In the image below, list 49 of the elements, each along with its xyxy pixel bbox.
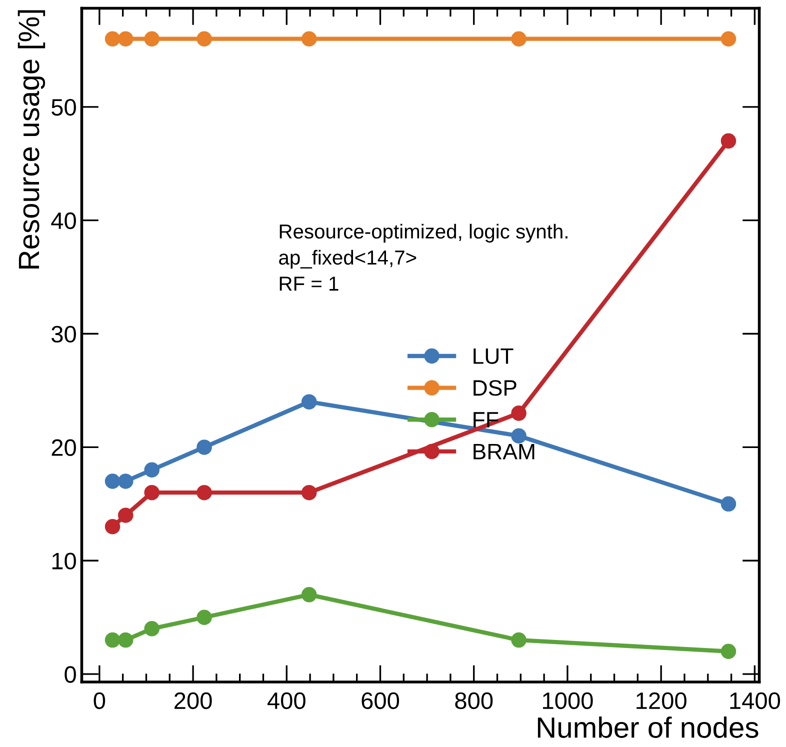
y-tick-label: 30 xyxy=(52,326,76,343)
point xyxy=(196,440,212,455)
y-tick-label: 0 xyxy=(64,666,76,683)
x-tick-label: 800 xyxy=(455,692,493,710)
point xyxy=(118,632,134,648)
y-axis-title: Resource usage [%] xyxy=(18,10,46,268)
point xyxy=(511,428,526,444)
point xyxy=(511,31,526,46)
point xyxy=(720,133,736,149)
point xyxy=(144,484,160,500)
legend-label: DSP xyxy=(474,380,516,396)
point xyxy=(104,632,120,648)
point xyxy=(301,394,317,410)
x-tick-label: 1200 xyxy=(636,692,686,710)
point xyxy=(118,508,134,523)
point xyxy=(118,474,134,489)
point xyxy=(144,621,160,636)
point xyxy=(118,31,134,46)
x-tick-label: 1400 xyxy=(730,692,780,710)
legend-label: BRAM xyxy=(474,444,534,460)
point xyxy=(511,406,526,421)
legend-label: FF xyxy=(474,412,498,428)
x-tick-label: 200 xyxy=(174,692,212,710)
point xyxy=(301,31,317,46)
point xyxy=(144,31,160,46)
annotation: Resource-optimized, logic synth. ap_fixed<14,7> RF = 1 xyxy=(279,224,568,291)
point xyxy=(301,587,317,602)
y-tick-label: 50 xyxy=(52,98,76,116)
point xyxy=(301,484,317,500)
legend-label: LUT xyxy=(474,348,514,364)
y-tick-label: 20 xyxy=(52,439,76,456)
point xyxy=(104,31,120,46)
point xyxy=(720,496,736,512)
point xyxy=(144,462,160,478)
x-tick-label: 1000 xyxy=(543,692,593,710)
x-tick-label: 400 xyxy=(268,692,306,710)
y-tick-label: 10 xyxy=(52,552,76,570)
point xyxy=(196,31,212,46)
point xyxy=(104,474,120,489)
x-tick-label: 0 xyxy=(94,692,106,710)
point xyxy=(720,31,736,46)
x-tick-label: 600 xyxy=(362,692,400,710)
point xyxy=(196,610,212,625)
point xyxy=(511,632,526,648)
y-tick-label: 40 xyxy=(51,212,76,230)
point xyxy=(104,518,120,534)
point xyxy=(196,484,212,500)
point xyxy=(720,644,736,660)
x-axis-title: Number of nodes xyxy=(538,716,758,738)
